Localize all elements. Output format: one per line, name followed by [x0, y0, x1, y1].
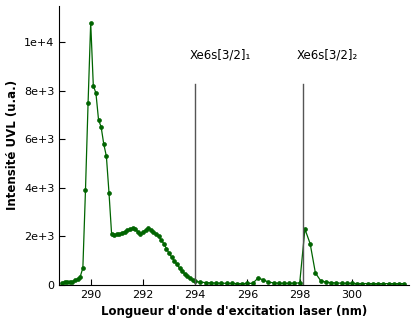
Y-axis label: Intensité UVL (u.a.): Intensité UVL (u.a.)	[5, 80, 19, 210]
X-axis label: Longueur d'onde d'excitation laser (nm): Longueur d'onde d'excitation laser (nm)	[101, 306, 368, 318]
Text: Xe6s[3/2]₁: Xe6s[3/2]₁	[190, 49, 251, 62]
Text: Xe6s[3/2]₂: Xe6s[3/2]₂	[297, 49, 358, 62]
